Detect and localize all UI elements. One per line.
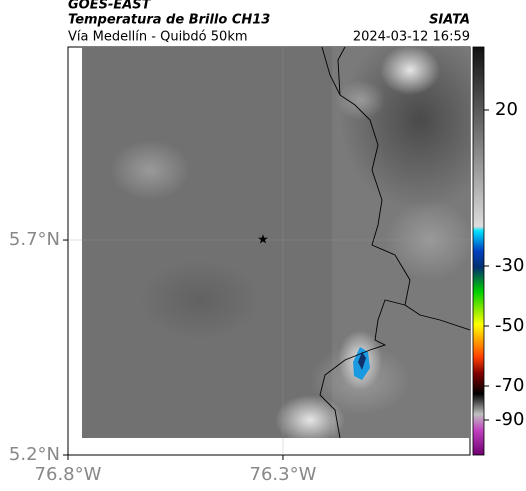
colorbar-tick-label: -90 [495,409,524,430]
source: SIATA [429,13,470,28]
y-tick-label: 5.2°N [9,444,60,465]
colorbar [472,46,485,456]
datetime: 2024-03-12 16:59 [353,30,470,45]
y-tick-label: 5.7°N [9,229,60,250]
colorbar-tick-label: -70 [495,375,524,396]
location-marker: ★ [257,233,269,248]
x-tick-label: 76.8°W [35,464,102,485]
route: Vía Medellín - Quibdó 50km [68,30,248,45]
colorbar-tick-label: 20 [495,99,518,120]
colorbar-tick-label: -50 [495,315,524,336]
title: GOES-EAST [68,0,152,13]
x-tick-label: 76.3°W [250,464,317,485]
colorbar-tick-label: -30 [495,255,524,276]
satellite-image [82,47,470,438]
subtitle: Temperatura de Brillo CH13 [68,13,270,28]
